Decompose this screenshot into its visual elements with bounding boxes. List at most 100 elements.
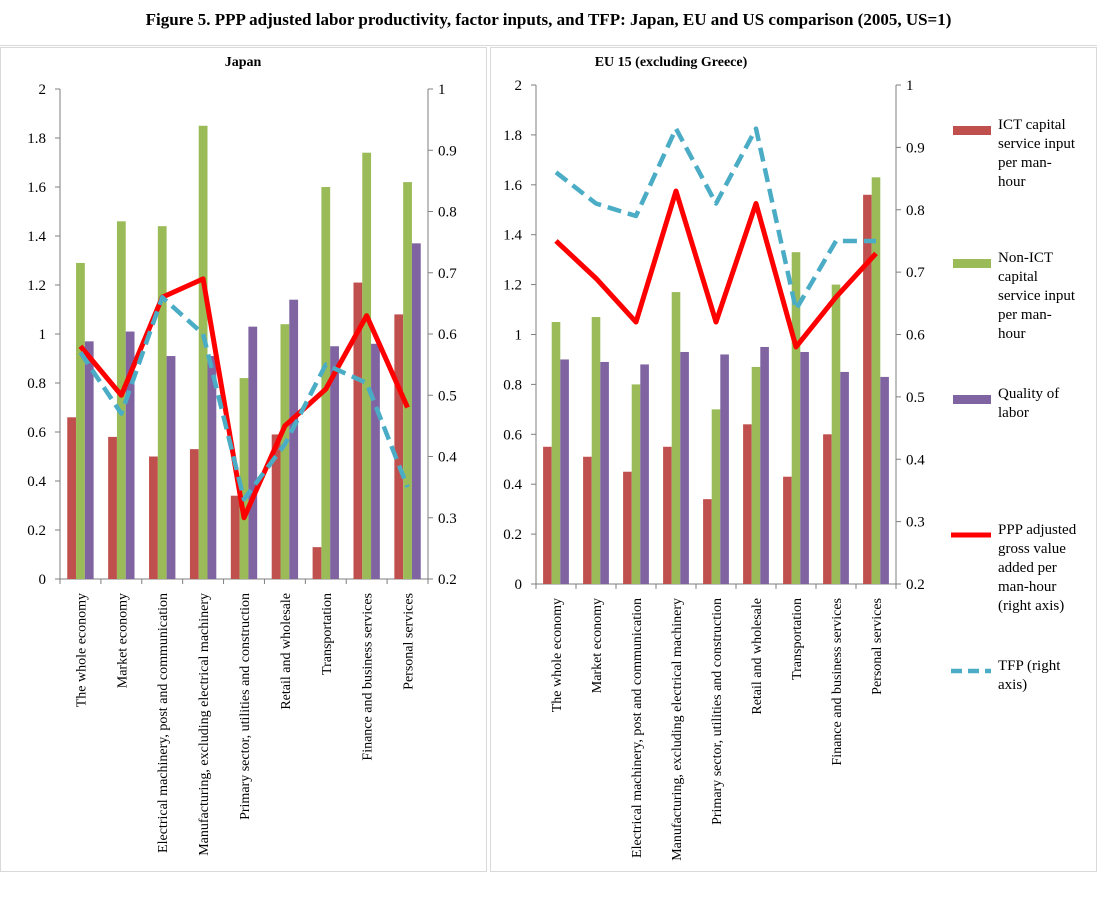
right-tick-label: 1 (438, 82, 446, 98)
bar-ict (743, 424, 752, 584)
bar-ict (108, 436, 117, 579)
bar-quality-of-labor (84, 341, 94, 579)
bar-quality-of-labor (207, 356, 217, 579)
left-tick-label: 0.8 (27, 376, 46, 392)
bar-non-ict (831, 284, 841, 584)
bar-ict (189, 449, 199, 579)
legend-swatch (953, 395, 991, 404)
right-tick-label: 0.5 (438, 388, 457, 404)
bar-non-ict (321, 187, 331, 579)
bar-ict (67, 417, 77, 579)
right-tick-label: 0.7 (906, 265, 925, 281)
bar-non-ict (362, 152, 372, 579)
bar-quality-of-labor (248, 326, 258, 579)
legend-label: ICT capital service input per man-hour (998, 117, 1076, 190)
right-tick-label: 0.4 (438, 450, 457, 466)
bar-quality-of-labor (600, 361, 609, 584)
bar-quality-of-labor (166, 356, 176, 579)
bar-non-ict (791, 252, 801, 585)
right-tick-label: 0.8 (906, 203, 925, 219)
bar-quality-of-labor (125, 331, 135, 579)
bar-non-ict (871, 177, 881, 584)
category-label: Manufacturing, excluding electrical mach… (197, 593, 212, 856)
right-tick-label: 0.2 (906, 577, 925, 593)
legend-label: PPP adjusted gross value added per man-hour… (998, 522, 1077, 614)
left-tick-label: 0.2 (27, 523, 46, 539)
bar-ict (353, 282, 363, 579)
right-tick-label: 0.9 (906, 140, 925, 156)
bar-ict (230, 495, 240, 579)
category-label: Personal services (870, 598, 885, 695)
legend-label: TFP (right axis) (998, 658, 1061, 693)
left-tick-label: 0.6 (27, 425, 46, 441)
bar-non-ict (591, 317, 601, 584)
bar-ict (623, 471, 632, 584)
right-tick-label: 0.7 (438, 266, 457, 282)
bar-quality-of-labor (760, 346, 769, 584)
bar-non-ict (751, 366, 761, 584)
right-tick-label: 0.4 (906, 452, 925, 468)
bar-ict (783, 476, 792, 584)
tfp-line (78, 295, 410, 502)
bar-quality-of-labor (289, 299, 299, 579)
right-tick-label: 0.2 (438, 572, 457, 588)
legend-item: PPP adjusted gross value added per man-hour… (951, 522, 1077, 614)
bar-ict (149, 456, 158, 579)
bar-ict (583, 456, 592, 584)
right-tick-label: 0.3 (906, 515, 925, 531)
bar-non-ict (280, 324, 290, 579)
left-tick-label: 1.6 (27, 180, 46, 196)
bar-ict (703, 499, 712, 584)
bar-non-ict (76, 262, 85, 579)
legend-swatch (953, 259, 991, 268)
category-label: Retail and wholesale (750, 598, 765, 715)
right-tick-label: 0.9 (438, 143, 457, 159)
bar-quality-of-labor (680, 351, 689, 584)
right-tick-label: 0.3 (438, 511, 457, 527)
category-label: Personal services (402, 593, 417, 690)
bar-ict (663, 446, 672, 584)
category-label: Market economy (590, 598, 605, 693)
left-tick-label: 0.8 (503, 377, 522, 393)
category-label: Electrical machinery, post and communica… (630, 598, 645, 858)
gva-per-man-hour-line (78, 276, 410, 521)
right-tick-label: 0.5 (906, 390, 925, 406)
bar-non-ict (631, 384, 641, 584)
category-label: Transportation (320, 593, 335, 675)
category-label: Electrical machinery, post and communica… (156, 593, 171, 853)
category-label: The whole economy (550, 598, 565, 712)
title-divider (0, 45, 1097, 46)
bar-quality-of-labor (560, 359, 569, 584)
bar-non-ict (198, 125, 208, 579)
category-label: The whole economy (74, 593, 89, 707)
legend-item: TFP (right axis) (951, 658, 1061, 693)
right-tick-label: 0.6 (438, 327, 457, 343)
category-label: Transportation (790, 598, 805, 680)
category-label: Primary sector, utilities and constructi… (710, 598, 725, 825)
right-tick-label: 0.6 (906, 328, 925, 344)
left-tick-label: 1.6 (503, 178, 522, 194)
tfp-line (554, 126, 876, 312)
left-tick-label: 1.4 (503, 228, 522, 244)
category-label: Primary sector, utilities and constructi… (238, 593, 253, 820)
bar-quality-of-labor (720, 354, 729, 584)
bar-ict (394, 314, 404, 579)
legend: ICT capital service input per man-hour Non-… (951, 117, 1077, 693)
bar-ict (312, 547, 322, 579)
bar-quality-of-labor (411, 243, 421, 579)
left-tick-label: 2 (515, 78, 523, 94)
panel-frame (0, 47, 487, 872)
bar-ict (823, 434, 832, 584)
category-label: Finance and business services (830, 598, 845, 766)
left-tick-label: 2 (39, 82, 47, 98)
bar-quality-of-labor (371, 343, 380, 579)
left-tick-label: 0 (39, 572, 47, 588)
category-label: Finance and business services (361, 593, 376, 761)
right-tick-label: 0.8 (438, 205, 457, 221)
bar-quality-of-labor (800, 351, 809, 584)
category-label: Manufacturing, excluding electrical mach… (670, 598, 685, 861)
left-tick-label: 1.2 (503, 278, 522, 294)
bar-non-ict (116, 221, 126, 580)
bar-quality-of-labor (330, 346, 339, 579)
category-label: Retail and wholesale (279, 593, 294, 710)
